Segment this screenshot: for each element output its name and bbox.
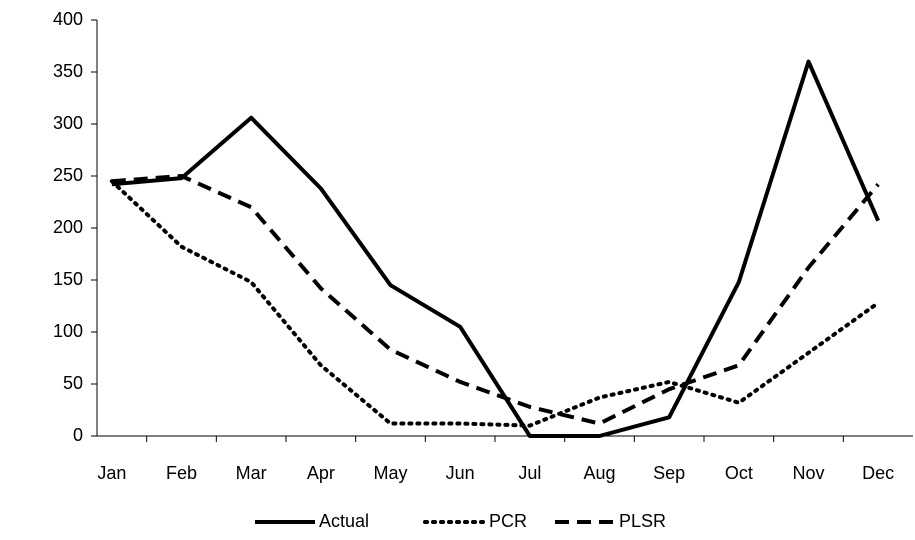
- y-tick-label: 100: [53, 321, 83, 341]
- series-line: [109, 179, 881, 428]
- y-tick-label: 400: [53, 9, 83, 29]
- y-tick-label: 50: [63, 373, 83, 393]
- y-tick-label: 150: [53, 269, 83, 289]
- y-tick-label: 200: [53, 217, 83, 237]
- y-tick-label: 250: [53, 165, 83, 185]
- x-tick-label: Feb: [166, 463, 197, 483]
- x-tick-label: Aug: [583, 463, 615, 483]
- y-tick-label: 300: [53, 113, 83, 133]
- x-tick-label: Mar: [236, 463, 267, 483]
- x-tick-label: Sep: [653, 463, 685, 483]
- series-line: [111, 174, 880, 426]
- x-tick-label: Dec: [862, 463, 894, 483]
- y-tick-label: 0: [73, 425, 83, 445]
- legend-label: PCR: [489, 511, 527, 531]
- legend-label: PLSR: [619, 511, 666, 531]
- x-tick-label: May: [373, 463, 407, 483]
- y-tick-label: 350: [53, 61, 83, 81]
- x-tick-label: Apr: [307, 463, 335, 483]
- x-tick-label: Jan: [97, 463, 126, 483]
- x-tick-label: Jul: [518, 463, 541, 483]
- series-line: [111, 59, 880, 438]
- x-tick-label: Nov: [792, 463, 824, 483]
- x-tick-label: Jun: [446, 463, 475, 483]
- x-tick-label: Oct: [725, 463, 753, 483]
- legend-label: Actual: [319, 511, 369, 531]
